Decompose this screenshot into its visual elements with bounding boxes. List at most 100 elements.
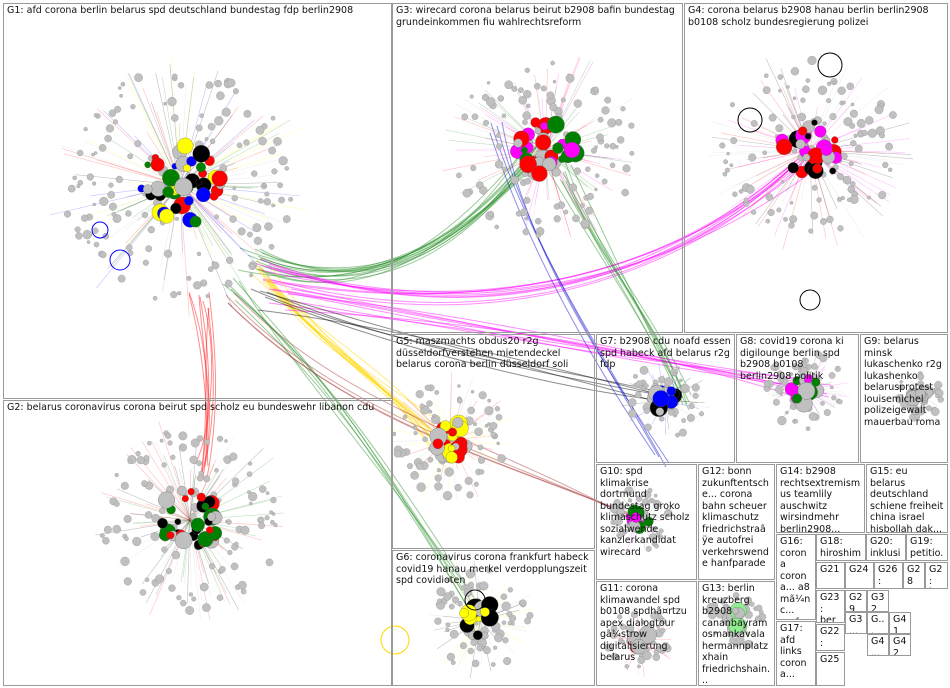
node xyxy=(190,438,200,448)
node xyxy=(489,422,498,430)
edge xyxy=(485,93,546,151)
node xyxy=(205,294,210,298)
node xyxy=(98,144,107,152)
node xyxy=(729,163,734,168)
node xyxy=(469,94,474,99)
edge xyxy=(266,280,434,443)
node xyxy=(791,114,796,120)
edge xyxy=(563,158,683,394)
node xyxy=(837,86,846,95)
node xyxy=(180,599,187,607)
node xyxy=(155,574,165,584)
node xyxy=(937,396,944,403)
edge xyxy=(260,146,537,272)
node xyxy=(493,645,498,650)
node-ring xyxy=(464,589,486,611)
node xyxy=(540,85,547,92)
node xyxy=(830,385,834,390)
node xyxy=(483,119,490,126)
node xyxy=(734,643,739,648)
node xyxy=(176,595,182,601)
node xyxy=(680,383,690,394)
edge xyxy=(226,282,467,605)
node xyxy=(750,209,757,215)
node xyxy=(434,482,443,491)
node xyxy=(619,513,624,519)
node xyxy=(628,122,635,129)
node xyxy=(252,223,262,233)
node xyxy=(573,99,582,108)
group-box: G12: bonn zukunftentsche... corona bahn … xyxy=(698,464,775,580)
node xyxy=(112,524,121,534)
node xyxy=(204,137,209,141)
node xyxy=(199,113,204,118)
node xyxy=(755,604,763,612)
node xyxy=(762,150,767,156)
node xyxy=(656,645,663,653)
group-box: G2: ipa... xyxy=(925,562,948,589)
node xyxy=(224,439,228,443)
node xyxy=(804,133,812,140)
node xyxy=(628,409,637,418)
node xyxy=(622,164,631,173)
node xyxy=(768,113,777,122)
node xyxy=(248,491,258,502)
node xyxy=(624,664,630,669)
node xyxy=(114,105,122,113)
group-box: G1: afd corona berlin belarus spd deutsc… xyxy=(3,3,392,399)
node xyxy=(136,456,145,465)
node xyxy=(619,623,627,630)
node xyxy=(652,390,670,408)
node xyxy=(186,156,197,167)
edge xyxy=(544,57,581,151)
node xyxy=(237,227,246,236)
node xyxy=(103,525,112,534)
node xyxy=(789,215,798,224)
edge xyxy=(264,296,676,403)
node xyxy=(686,414,695,422)
node xyxy=(637,656,646,664)
edge xyxy=(252,274,431,448)
node xyxy=(434,474,442,482)
node xyxy=(452,596,459,604)
node xyxy=(764,73,769,78)
edge xyxy=(106,496,191,521)
node xyxy=(698,411,704,417)
edge xyxy=(204,307,214,467)
node xyxy=(167,97,177,107)
node xyxy=(627,498,633,503)
node xyxy=(205,81,214,89)
node xyxy=(258,522,265,530)
node xyxy=(535,233,541,239)
node xyxy=(161,462,167,468)
edge xyxy=(266,160,805,295)
node xyxy=(729,637,737,645)
node xyxy=(808,228,814,234)
node xyxy=(253,236,262,245)
node xyxy=(744,639,754,649)
edge xyxy=(737,149,811,168)
node xyxy=(776,138,793,155)
edge xyxy=(265,171,813,293)
node xyxy=(797,382,816,400)
node xyxy=(798,126,808,136)
node xyxy=(867,128,877,138)
node xyxy=(82,229,92,240)
node xyxy=(743,197,749,203)
node xyxy=(507,587,513,593)
node xyxy=(473,422,477,427)
node xyxy=(192,145,210,163)
node xyxy=(81,214,89,222)
node xyxy=(897,384,904,390)
node xyxy=(848,161,854,167)
node xyxy=(775,385,784,394)
node xyxy=(770,364,776,371)
node xyxy=(758,609,764,615)
node xyxy=(842,100,846,105)
node xyxy=(99,196,109,207)
node xyxy=(490,431,496,438)
node xyxy=(789,200,794,205)
node xyxy=(805,426,811,431)
node xyxy=(563,209,569,215)
node xyxy=(596,133,604,141)
